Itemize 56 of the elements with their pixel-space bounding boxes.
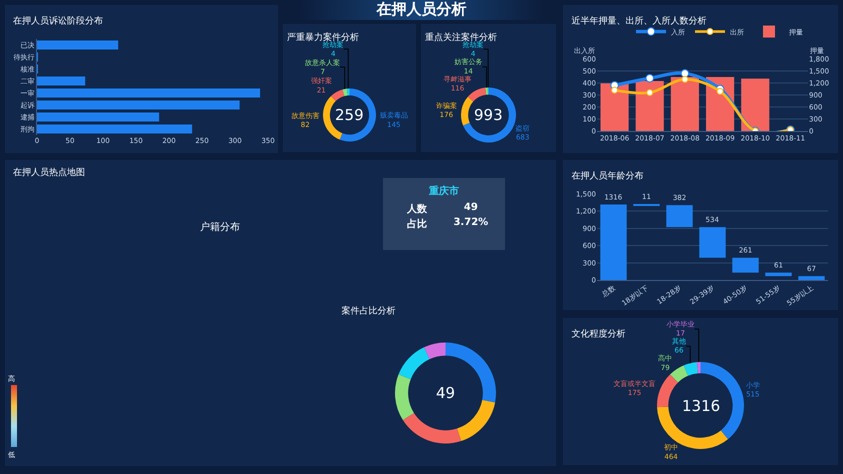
point bbox=[716, 88, 724, 95]
bar bbox=[37, 76, 86, 86]
text: 259 bbox=[335, 106, 364, 124]
bar bbox=[37, 88, 260, 98]
text: 在押人员热点地图 bbox=[13, 166, 85, 179]
point bbox=[646, 89, 654, 96]
chart-title: 重点关注案件分析 bbox=[425, 32, 498, 43]
donut-slice bbox=[670, 365, 688, 382]
text: 在押人员分析 bbox=[376, 0, 466, 19]
donut-slice bbox=[696, 362, 700, 374]
text: 49 bbox=[436, 384, 456, 402]
donut-slice bbox=[402, 413, 462, 444]
bar bbox=[741, 78, 770, 131]
point bbox=[611, 86, 618, 94]
chart-title: 在押人员年龄分布 bbox=[571, 170, 644, 182]
chart-title: 严重暴力案件分析 bbox=[286, 32, 359, 43]
donut-slice bbox=[398, 347, 430, 380]
bar bbox=[798, 276, 825, 280]
donut-slice bbox=[395, 374, 414, 420]
bar bbox=[666, 205, 693, 228]
donut-slice bbox=[330, 89, 344, 102]
donut-slice bbox=[684, 362, 698, 376]
bar bbox=[732, 258, 759, 273]
chart-title: 在押人员诉讼阶段分布 bbox=[13, 15, 104, 26]
text: 49 bbox=[464, 202, 478, 213]
donut-slice bbox=[461, 96, 474, 126]
text: 文化程度分析 bbox=[571, 328, 626, 340]
bar bbox=[765, 272, 792, 276]
point bbox=[681, 76, 688, 83]
text: 993 bbox=[474, 106, 503, 124]
chart-title: 近半年押量、出所、入所人数分析 bbox=[571, 15, 706, 26]
donut-slice bbox=[468, 88, 486, 102]
text: 3.72% bbox=[453, 217, 488, 228]
bar bbox=[37, 40, 118, 50]
bar bbox=[670, 77, 699, 131]
donut-slice bbox=[463, 88, 516, 142]
donut-slice bbox=[342, 88, 348, 96]
chart-title: 案件占比分析 bbox=[342, 305, 396, 316]
bar bbox=[37, 100, 240, 110]
bar bbox=[699, 227, 726, 258]
text: 户籍分布 bbox=[200, 220, 240, 234]
donut-slice bbox=[657, 374, 678, 408]
donut-slice bbox=[424, 342, 446, 360]
donut-slice bbox=[485, 88, 488, 95]
text: 1316 bbox=[682, 397, 720, 415]
bar bbox=[636, 81, 664, 131]
point bbox=[646, 74, 654, 82]
text: 重庆市 bbox=[429, 184, 459, 198]
bar bbox=[600, 204, 627, 280]
donut-slice bbox=[346, 88, 350, 96]
bar bbox=[37, 124, 192, 134]
donut-slice bbox=[457, 400, 496, 442]
bar bbox=[600, 83, 629, 131]
bar bbox=[37, 112, 160, 122]
text: 占比 bbox=[407, 218, 428, 231]
text: 人数 bbox=[407, 202, 428, 216]
